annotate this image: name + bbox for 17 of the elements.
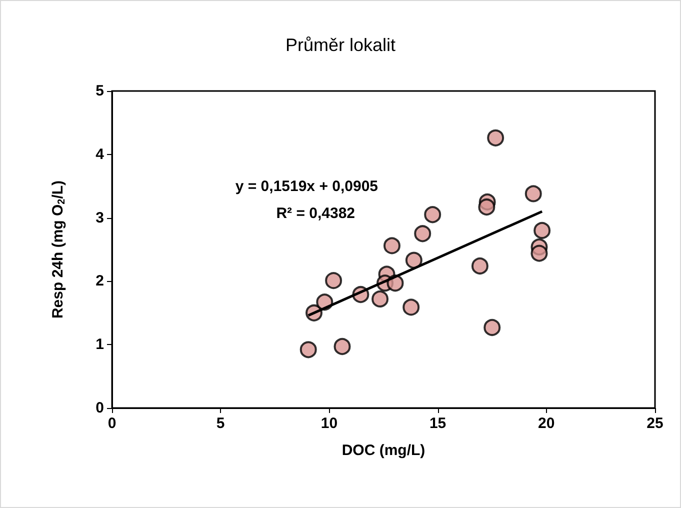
x-tick-label: 0 [108,415,116,432]
y-tick-label: 2 [96,272,104,290]
x-tick-label: 15 [429,415,446,432]
y-axis-title: Resp 24h (mg O2/L) [50,180,68,319]
y-tick-label: 5 [96,82,104,100]
x-tick-label: 20 [538,415,555,432]
y-tick-label: 3 [96,209,104,226]
x-tick-label: 10 [320,415,338,432]
y-tick-label: 4 [96,146,105,163]
x-tick-label: 5 [216,415,225,432]
annotation: y = 0,1519x + 0,0905 [235,178,378,195]
x-axis-title: DOC (mg/L) [342,442,426,459]
y-tick-label: 1 [96,336,104,354]
annotation: R² = 0,4382 [276,205,356,222]
y-tick-label: 0 [96,400,104,416]
chart-title: Průměr lokalit [285,35,396,55]
x-tick-label: 25 [646,415,664,432]
